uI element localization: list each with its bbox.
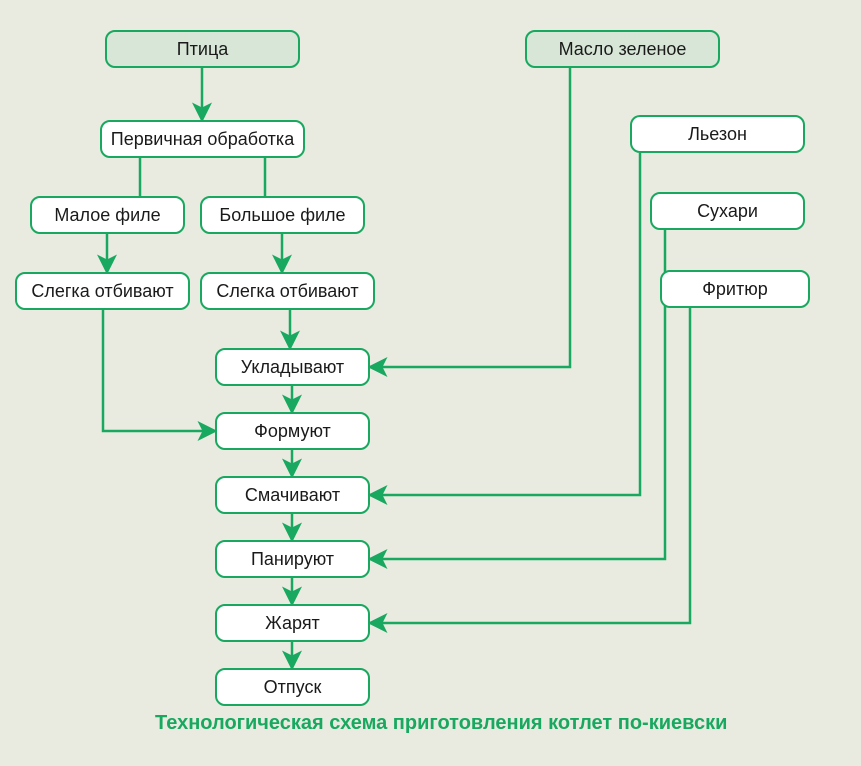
edge-14 — [370, 230, 665, 559]
node-maslo: Масло зеленое — [525, 30, 720, 68]
edge-11 — [370, 68, 570, 367]
node-otbiv1: Слегка отбивают — [15, 272, 190, 310]
edge-12 — [103, 310, 215, 431]
flowchart-canvas: Птица Масло зеленое Первичная обработка Лье… — [0, 0, 861, 766]
node-perv: Первичная обработка — [100, 120, 305, 158]
caption: Технологическая схема приготовления котл… — [155, 712, 727, 735]
node-formu: Формуют — [215, 412, 370, 450]
node-malfile: Малое филе — [30, 196, 185, 234]
edge-15 — [370, 308, 690, 623]
node-bolfile: Большое филе — [200, 196, 365, 234]
node-smach: Смачивают — [215, 476, 370, 514]
node-lezon: Льезон — [630, 115, 805, 153]
node-ptica: Птица — [105, 30, 300, 68]
node-suhari: Сухари — [650, 192, 805, 230]
node-fritur: Фритюр — [660, 270, 810, 308]
edge-13 — [370, 153, 640, 495]
node-uklad: Укладывают — [215, 348, 370, 386]
node-otbiv2: Слегка отбивают — [200, 272, 375, 310]
node-panir: Панируют — [215, 540, 370, 578]
node-otpusk: Отпуск — [215, 668, 370, 706]
node-zharat: Жарят — [215, 604, 370, 642]
